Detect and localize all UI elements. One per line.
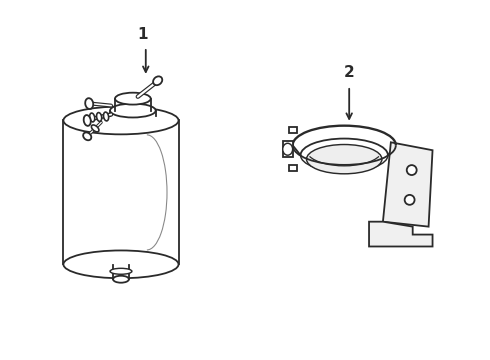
Ellipse shape: [283, 143, 293, 155]
Ellipse shape: [110, 268, 132, 274]
Ellipse shape: [103, 112, 109, 121]
Ellipse shape: [115, 93, 151, 105]
Ellipse shape: [97, 113, 102, 121]
Ellipse shape: [63, 251, 178, 278]
Polygon shape: [289, 165, 296, 171]
Polygon shape: [369, 222, 433, 247]
Ellipse shape: [90, 113, 95, 122]
Ellipse shape: [153, 76, 162, 85]
Polygon shape: [283, 141, 293, 157]
Ellipse shape: [307, 144, 382, 174]
Polygon shape: [289, 127, 296, 132]
Ellipse shape: [83, 132, 91, 140]
Ellipse shape: [84, 115, 91, 126]
Ellipse shape: [405, 195, 415, 205]
Text: 1: 1: [138, 27, 148, 42]
Ellipse shape: [85, 98, 93, 109]
Text: 2: 2: [344, 65, 355, 80]
Ellipse shape: [63, 107, 178, 134]
Polygon shape: [383, 142, 433, 227]
Ellipse shape: [92, 125, 99, 132]
Ellipse shape: [110, 104, 156, 117]
Ellipse shape: [407, 165, 416, 175]
Ellipse shape: [113, 276, 129, 283]
